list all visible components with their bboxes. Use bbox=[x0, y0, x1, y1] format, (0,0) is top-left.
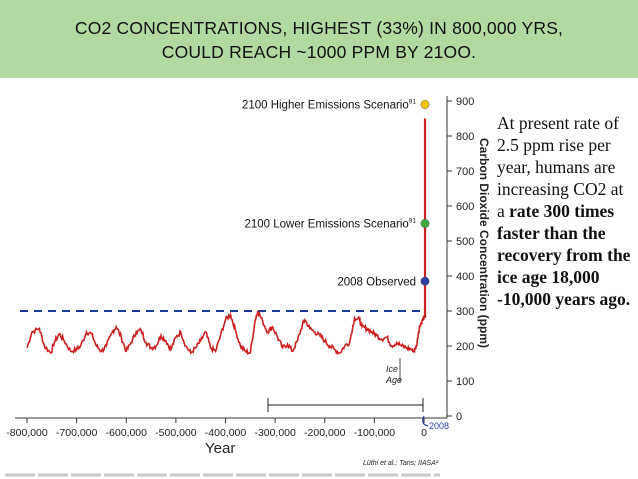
scenario-marker-label: 2008 Observed bbox=[337, 276, 416, 288]
title-band: CO2 CONCENTRATIONS, HIGHEST (33%) IN 800… bbox=[0, 0, 638, 78]
side-text-bold: rate 300 times faster than the recovery … bbox=[497, 201, 631, 309]
y-tick-label: 0 bbox=[456, 411, 462, 423]
y-tick-label: 700 bbox=[456, 166, 474, 178]
y-tick-label: 100 bbox=[456, 376, 474, 388]
y-tick-label: 200 bbox=[456, 341, 474, 353]
source-credit: Lüthi et al.; Tans; IIASA² bbox=[363, 460, 439, 467]
ice-age-label-line1: Ice bbox=[386, 364, 398, 374]
co2-chart: 0 100 200 300 400 500 600 700 800 900 -800,000 -70… bbox=[5, 96, 491, 477]
scenario-marker-superscript: 91 bbox=[409, 99, 417, 106]
y-tick-label: 500 bbox=[456, 236, 474, 248]
y-tick-label: 300 bbox=[456, 306, 474, 318]
side-text-normal: At present rate of 2.5 ppm rise per year… bbox=[497, 113, 624, 221]
x-tick-label: 0 bbox=[421, 427, 427, 439]
scenario-marker-dot bbox=[420, 276, 430, 286]
x-tick-label: -800,000 bbox=[6, 427, 48, 439]
scenario-marker-label: 2100 Lower Emissions Scenario91 bbox=[244, 218, 416, 231]
y-tick-label: 600 bbox=[456, 201, 474, 213]
slide-title-line2: COULD REACH ~1000 PPM BY 21OO. bbox=[161, 42, 477, 62]
y-axis-title: Carbon Dioxide Concentration (ppm) bbox=[477, 138, 491, 348]
scenario-marker-dot bbox=[420, 219, 430, 228]
slide-title-line1: CO2 CONCENTRATIONS, HIGHEST (33%) IN 800… bbox=[74, 18, 564, 38]
side-commentary: At present rate of 2.5 ppm rise per year… bbox=[497, 112, 632, 310]
x-tick-label: -700,000 bbox=[56, 427, 98, 439]
x-tick-label: -400,000 bbox=[205, 427, 247, 439]
ice-age-label-line2: Age bbox=[385, 375, 402, 385]
x-tick-label: -200,000 bbox=[304, 427, 346, 439]
scenario-marker-superscript: 91 bbox=[409, 218, 417, 225]
y-tick-label: 800 bbox=[456, 131, 474, 143]
y-tick-label: 900 bbox=[456, 96, 474, 108]
co2-ice-core-line bbox=[26, 310, 425, 356]
x-axis-title: Year bbox=[205, 440, 235, 457]
arrow-2008-icon bbox=[422, 415, 429, 427]
x-tick-label: -300,000 bbox=[254, 427, 296, 439]
scenario-marker-dot bbox=[420, 100, 430, 109]
label-2008: 2008 bbox=[429, 421, 449, 431]
x-tick-label: -100,000 bbox=[354, 427, 396, 439]
x-tick-label: -600,000 bbox=[106, 427, 148, 439]
x-tick-label: -500,000 bbox=[155, 427, 197, 439]
y-tick-label: 400 bbox=[456, 271, 474, 283]
scenario-marker-label: 2100 Higher Emissions Scenario91 bbox=[242, 99, 416, 112]
